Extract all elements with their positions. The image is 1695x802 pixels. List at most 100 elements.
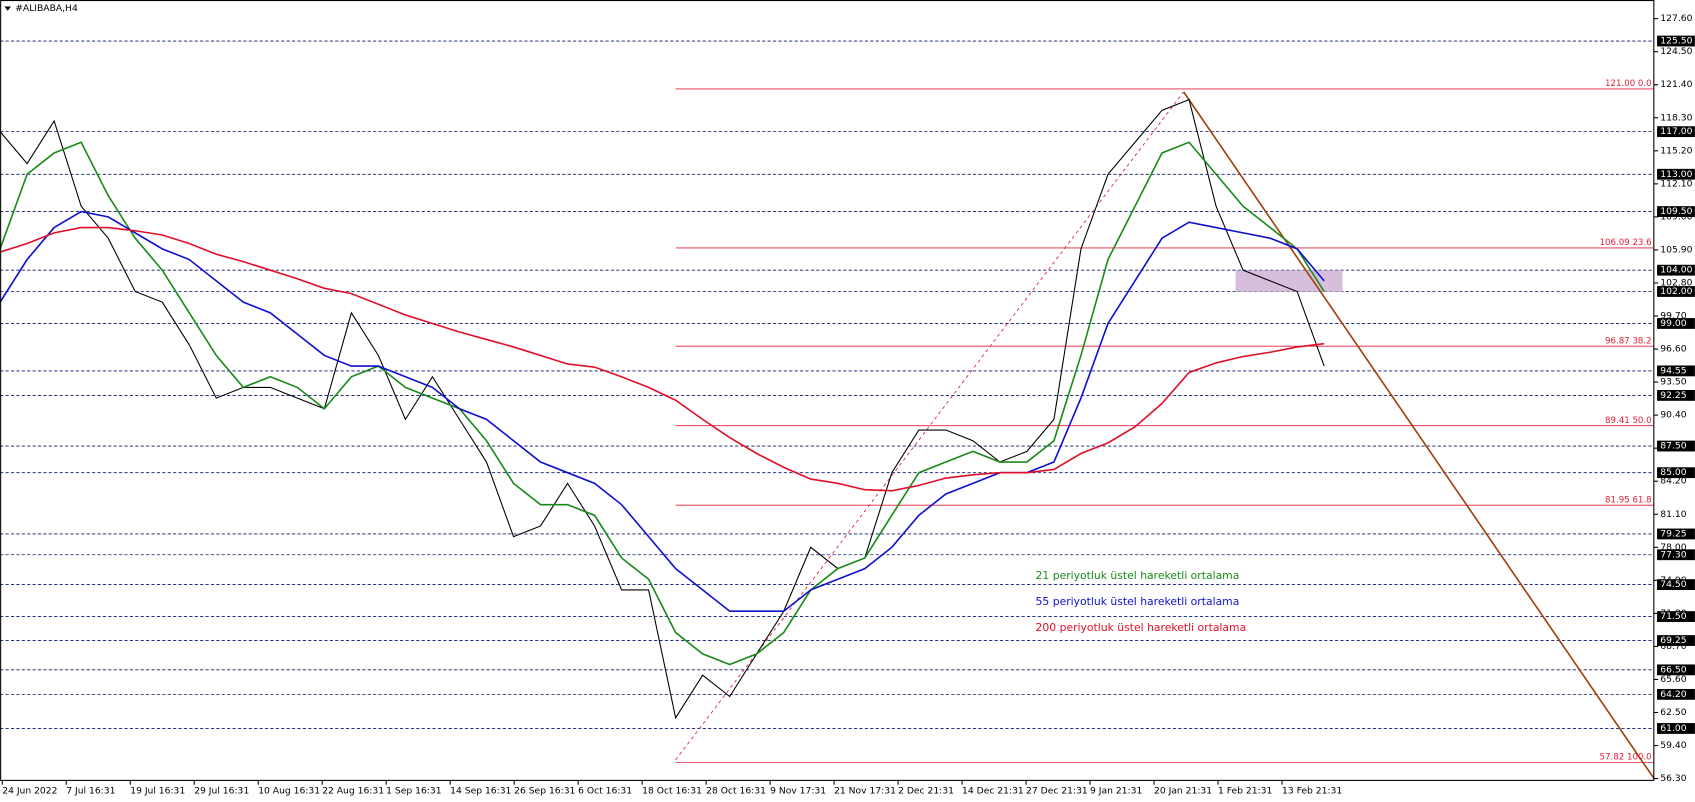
ema-line <box>0 141 1325 666</box>
y-tick-label: 90.40 <box>1660 410 1686 421</box>
fib-label: 106.09 23.6 <box>1600 238 1652 248</box>
level-label-box <box>1657 286 1695 297</box>
x-tick-label: 13 Feb 21:31 <box>1282 786 1342 797</box>
x-tick-label: 19 Jul 16:31 <box>130 786 185 797</box>
y-tick-label: 68.70 <box>1660 641 1686 652</box>
y-tick-label: 102.80 <box>1660 277 1692 288</box>
y-tick-label: 96.60 <box>1660 344 1686 355</box>
level-label: 77.30 <box>1660 549 1686 560</box>
y-tick-label: 99.70 <box>1660 311 1686 322</box>
legend-label: 200 periyotluk üstel hareketli ortalama <box>1036 621 1247 634</box>
trend-line <box>1182 91 1655 779</box>
fib-label: 89.41 50.0 <box>1605 416 1652 426</box>
plot-layer <box>0 98 1325 720</box>
y-tick-label: 56.30 <box>1660 773 1686 784</box>
fib-label: 121.00 0.0 <box>1605 79 1652 89</box>
x-tick-label: 28 Oct 16:31 <box>706 786 766 797</box>
level-label-box <box>1657 390 1695 401</box>
level-label-box <box>1657 579 1695 590</box>
ema-line <box>0 226 1325 492</box>
level-label: 99.00 <box>1660 318 1686 329</box>
y-tick-label: 65.60 <box>1660 674 1686 685</box>
level-label-box <box>1657 365 1695 377</box>
x-tick-label: 2 Dec 21:31 <box>898 786 954 797</box>
legend-label: 55 periyotluk üstel hareketli ortalama <box>1036 595 1240 608</box>
level-label-box <box>1657 264 1695 276</box>
y-tick-label: 93.50 <box>1660 377 1686 388</box>
y-tick-label: 121.40 <box>1660 79 1692 90</box>
level-label: 102.00 <box>1660 286 1692 297</box>
level-label-box <box>1657 635 1695 646</box>
y-tick-label: 127.60 <box>1660 13 1692 24</box>
x-tick-label: 14 Sep 16:31 <box>450 786 511 797</box>
level-label-box <box>1657 688 1695 700</box>
x-tick-label: 1 Feb 21:31 <box>1218 786 1272 797</box>
y-tick-label: 78.00 <box>1660 542 1686 553</box>
x-tick-label: 7 Jul 16:31 <box>66 786 115 797</box>
y-tick-label: 115.20 <box>1660 145 1692 156</box>
fib-label: 57.82 100.0 <box>1600 752 1652 762</box>
level-label-box <box>1657 467 1695 479</box>
x-tick-label: 24 Jun 2022 <box>2 786 57 797</box>
x-tick-label: 22 Aug 16:31 <box>322 786 384 797</box>
x-tick-label: 21 Nov 17:31 <box>834 786 896 797</box>
x-tick-label: 20 Jan 21:31 <box>1154 786 1212 797</box>
x-tick-label: 6 Oct 16:31 <box>578 786 632 797</box>
y-tick-label: 105.90 <box>1660 244 1692 255</box>
x-tick-label: 18 Oct 16:31 <box>642 786 702 797</box>
legend-label: 21 periyotluk üstel hareketli ortalama <box>1036 569 1240 582</box>
level-label: 104.00 <box>1660 265 1692 276</box>
x-tick-label: 29 Jul 16:31 <box>194 786 249 797</box>
y-tick-label: 112.10 <box>1660 178 1692 189</box>
level-label: 69.25 <box>1660 635 1686 646</box>
level-label: 71.50 <box>1660 611 1686 622</box>
level-label-box <box>1657 35 1695 47</box>
level-label-box <box>1657 549 1695 561</box>
y-tick-label: 118.30 <box>1660 112 1692 123</box>
x-tick-label: 10 Aug 16:31 <box>258 786 320 797</box>
level-label-box <box>1657 318 1695 329</box>
level-label-box <box>1657 664 1695 676</box>
level-label: 61.00 <box>1660 723 1686 734</box>
level-label: 125.50 <box>1660 36 1692 47</box>
fib-label: 96.87 38.2 <box>1605 336 1652 346</box>
zone-box <box>1235 270 1343 292</box>
level-label: 64.20 <box>1660 689 1686 700</box>
x-tick-label: 26 Sep 16:31 <box>514 786 575 797</box>
level-label-box <box>1657 126 1695 138</box>
menu-arrow[interactable] <box>4 6 11 11</box>
fib-label: 81.95 61.8 <box>1605 495 1652 505</box>
level-label: 117.00 <box>1660 126 1692 137</box>
x-tick-label: 9 Nov 17:31 <box>770 786 826 797</box>
level-label-box <box>1657 723 1695 734</box>
ema-line <box>0 210 1325 613</box>
y-tick-label: 84.20 <box>1660 476 1686 487</box>
level-label-box <box>1657 528 1695 540</box>
level-label-box <box>1657 168 1695 180</box>
level-label: 85.00 <box>1660 467 1686 478</box>
y-tick-label: 59.40 <box>1660 740 1686 751</box>
level-label: 94.55 <box>1660 365 1686 376</box>
chart-title: #ALIBABA,H4 <box>15 3 78 14</box>
level-label: 74.50 <box>1660 579 1686 590</box>
y-tick-label: 81.10 <box>1660 509 1686 520</box>
x-tick-label: 1 Sep 16:31 <box>386 786 441 797</box>
level-label-box <box>1657 611 1695 622</box>
level-label: 92.25 <box>1660 390 1686 401</box>
y-tick-label: 62.50 <box>1660 707 1686 718</box>
grid-layer <box>0 40 1654 763</box>
level-label: 79.25 <box>1660 528 1686 539</box>
y-tick-label: 124.50 <box>1660 46 1692 57</box>
level-label-box <box>1657 440 1695 452</box>
x-tick-label: 27 Dec 21:31 <box>1026 786 1088 797</box>
level-label: 66.50 <box>1660 664 1686 675</box>
level-label-box <box>1657 206 1695 217</box>
level-label: 109.50 <box>1660 206 1692 217</box>
level-label: 87.50 <box>1660 441 1686 452</box>
level-label: 113.00 <box>1660 169 1692 180</box>
x-tick-label: 14 Dec 21:31 <box>962 786 1024 797</box>
plot-frame <box>0 0 1655 781</box>
